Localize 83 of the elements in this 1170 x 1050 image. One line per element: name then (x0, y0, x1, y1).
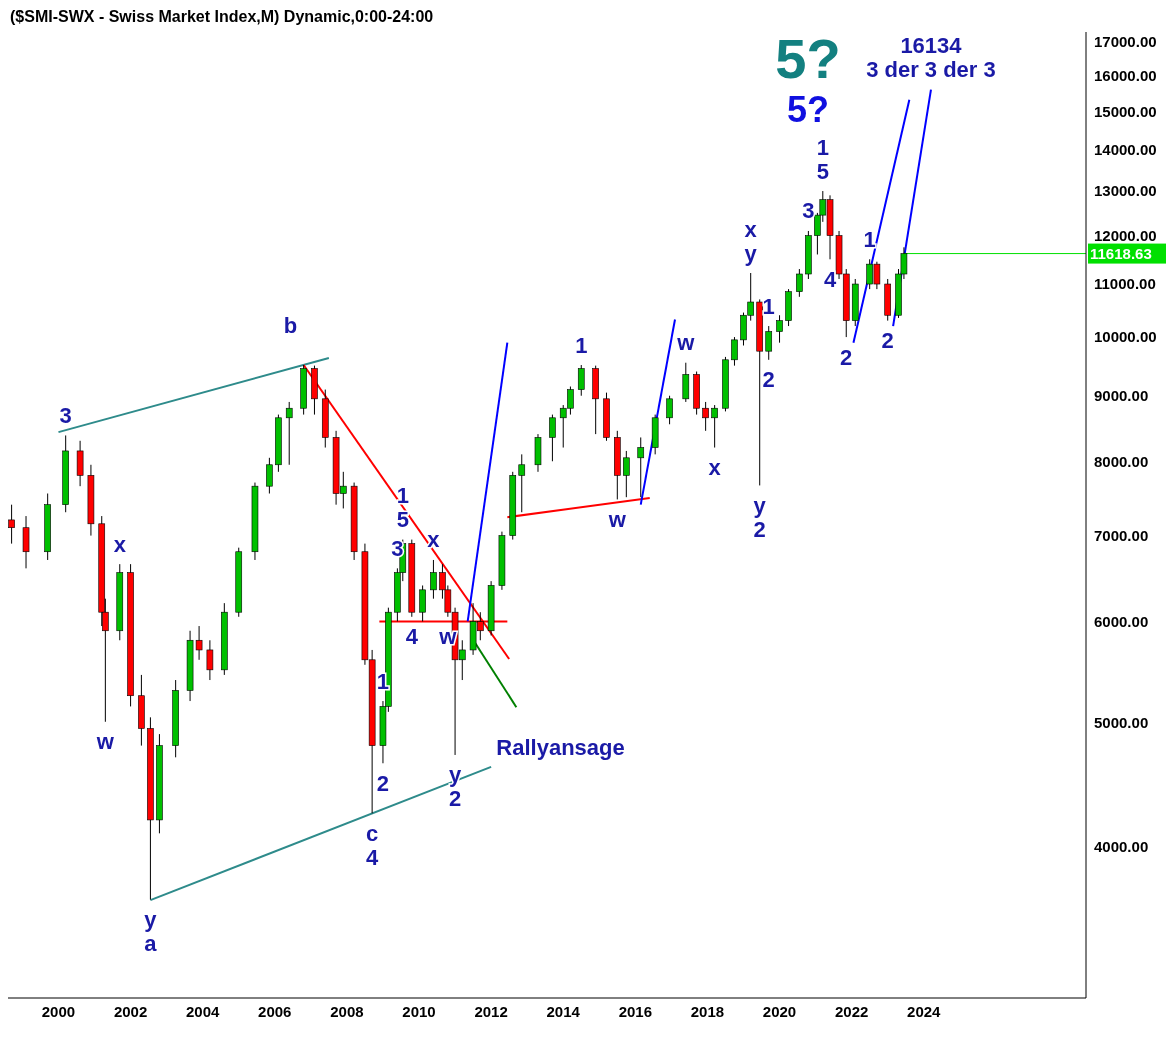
candlestick (765, 325, 773, 361)
y-tick-label: 13000.00 (1094, 182, 1157, 200)
annotation: y (144, 907, 158, 933)
y-tick-label: 4000.00 (1094, 838, 1149, 856)
ref-line-label: 11618.63 (1090, 244, 1152, 262)
annotation: 4 (366, 844, 380, 870)
y-tick-label: 10000.00 (1094, 328, 1157, 346)
candlestick (419, 584, 426, 622)
x-tick-label: 2016 (618, 1002, 653, 1020)
y-tick-label: 11000.00 (1094, 275, 1156, 293)
annotation: x (427, 527, 441, 553)
y-tick-label: 9000.00 (1094, 387, 1149, 405)
candlestick (266, 457, 273, 494)
annotation: 1 (863, 226, 876, 252)
x-tick-label: 2014 (546, 1002, 581, 1020)
x-tick-label: 2020 (762, 1002, 797, 1020)
annotation: Rallyansage (496, 734, 625, 760)
candlestick (206, 639, 214, 681)
annotation: 3 (59, 402, 72, 428)
candlestick (577, 364, 585, 397)
x-tick-label: 2006 (258, 1002, 292, 1020)
annotation: 4 (823, 266, 837, 292)
annotation: w (676, 330, 696, 356)
annotation: 1 (575, 332, 588, 358)
annotation: b (283, 312, 298, 338)
x-tick-label: 2012 (474, 1002, 508, 1020)
y-tick-label: 16000.00 (1094, 66, 1157, 84)
chart-title: ($SMI-SWX - Swiss Market Index,M) Dynamic,0:00-24:00 (10, 8, 434, 26)
candlestick (711, 404, 718, 449)
candlestick (285, 401, 293, 466)
annotation: 4 (405, 624, 419, 650)
annotation: 2 (881, 328, 894, 354)
candlestick (518, 453, 526, 513)
annotation: 1 (762, 293, 775, 319)
annotation: 1 (816, 134, 829, 160)
y-tick-label: 8000.00 (1094, 452, 1149, 470)
candlestick (623, 450, 630, 498)
y-tick-label: 7000.00 (1094, 526, 1149, 544)
y-tick-label: 5000.00 (1094, 714, 1149, 732)
x-tick-label: 2024 (907, 1002, 942, 1020)
annotation: x (744, 216, 758, 242)
candlestick (731, 336, 738, 367)
annotation: 3 (802, 198, 815, 224)
candlestick (702, 401, 709, 432)
x-tick-label: 2018 (690, 1002, 725, 1020)
candlestick (8, 504, 15, 545)
annotation: y (448, 762, 462, 788)
y-tick-label: 14000.00 (1094, 141, 1157, 159)
annotation: c (366, 820, 379, 846)
annotation: 5? (786, 88, 829, 130)
annotation: y (744, 240, 758, 266)
candlestick (549, 414, 556, 462)
x-tick-label: 2022 (834, 1002, 869, 1020)
candlestick (637, 436, 645, 498)
x-tick-label: 2008 (330, 1002, 364, 1020)
y-tick-label: 17000.00 (1094, 33, 1157, 51)
annotation: w (607, 506, 627, 532)
y-tick-label: 12000.00 (1094, 226, 1157, 244)
y-tick-label: 6000.00 (1094, 612, 1149, 630)
y-tick-label: 15000.00 (1094, 102, 1157, 120)
candlestick (776, 314, 783, 344)
annotation: 5? (775, 27, 841, 90)
annotation: y (753, 492, 767, 518)
annotation: 3 der 3 der 3 (866, 57, 996, 83)
candlestick (796, 268, 803, 298)
annotation: 2 (840, 344, 853, 370)
annotation: w (95, 729, 115, 755)
annotation: a (144, 931, 158, 957)
annotation: 2 (762, 367, 775, 393)
candlestick (666, 395, 673, 425)
annotation: 2 (448, 786, 462, 812)
x-tick-label: 2002 (113, 1002, 148, 1020)
x-tick-label: 2010 (402, 1002, 436, 1020)
annotation: 5 (396, 507, 409, 533)
candlestick (430, 559, 437, 600)
annotation: 2 (376, 770, 390, 796)
x-tick-label: 2004 (186, 1002, 221, 1020)
annotation: 1 (396, 483, 409, 509)
annotation: 5 (816, 158, 829, 184)
annotation: 16134 (900, 33, 963, 59)
annotation: x (708, 455, 722, 481)
annotation: x (113, 531, 127, 557)
x-tick-label: 2000 (41, 1002, 76, 1020)
